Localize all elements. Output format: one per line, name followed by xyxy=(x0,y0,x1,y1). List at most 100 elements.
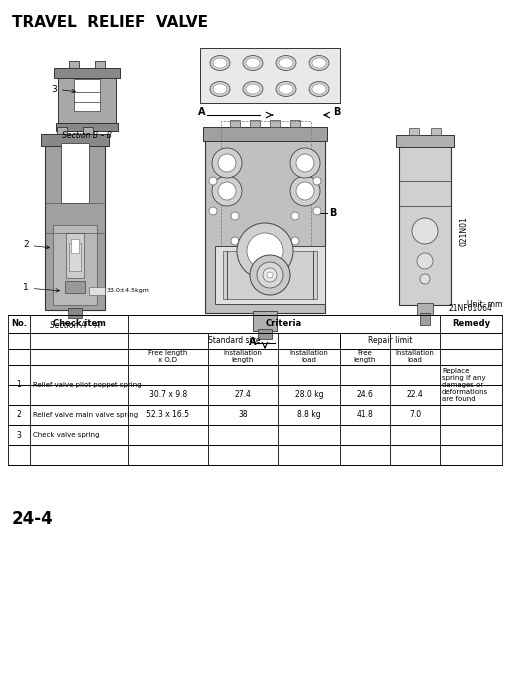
Bar xyxy=(249,120,260,127)
Circle shape xyxy=(291,212,298,220)
Text: Installation
length: Installation length xyxy=(223,350,262,363)
Text: 7.0: 7.0 xyxy=(408,410,420,419)
Ellipse shape xyxy=(210,81,230,96)
Ellipse shape xyxy=(275,55,295,70)
Ellipse shape xyxy=(275,81,295,96)
Circle shape xyxy=(231,237,239,245)
Text: 3: 3 xyxy=(51,85,75,94)
Ellipse shape xyxy=(312,84,325,94)
Text: 8.8 kg: 8.8 kg xyxy=(297,410,320,419)
Text: 30.7 x 9.8: 30.7 x 9.8 xyxy=(149,391,187,400)
Ellipse shape xyxy=(213,84,227,94)
Text: Unit: mm: Unit: mm xyxy=(466,300,501,309)
Bar xyxy=(83,127,93,134)
Bar xyxy=(215,246,324,304)
Bar xyxy=(220,121,310,266)
Circle shape xyxy=(295,182,314,200)
Text: A: A xyxy=(248,337,256,347)
Ellipse shape xyxy=(213,58,227,68)
Text: 24.6: 24.6 xyxy=(356,391,373,400)
Circle shape xyxy=(212,176,242,206)
Circle shape xyxy=(290,176,319,206)
Text: TRAVEL  RELIEF  VALVE: TRAVEL RELIEF VALVE xyxy=(12,15,208,30)
Circle shape xyxy=(313,177,320,185)
Text: Standard size: Standard size xyxy=(207,337,260,346)
Text: Installation
load: Installation load xyxy=(289,350,328,363)
Text: 1: 1 xyxy=(23,283,60,292)
Ellipse shape xyxy=(308,55,328,70)
Ellipse shape xyxy=(278,84,293,94)
Ellipse shape xyxy=(308,81,328,96)
Text: 021N01: 021N01 xyxy=(459,216,468,246)
Bar xyxy=(69,243,81,271)
Ellipse shape xyxy=(242,81,263,96)
Bar xyxy=(398,137,450,305)
Text: 1: 1 xyxy=(17,380,21,389)
Circle shape xyxy=(313,207,320,215)
Bar xyxy=(54,68,120,78)
Text: 38: 38 xyxy=(238,410,247,419)
Ellipse shape xyxy=(312,58,325,68)
Text: 2: 2 xyxy=(23,240,49,249)
Circle shape xyxy=(263,268,276,282)
Bar xyxy=(66,233,84,278)
Bar xyxy=(71,239,79,253)
Circle shape xyxy=(237,223,293,279)
Bar xyxy=(222,251,317,299)
Bar xyxy=(203,127,326,141)
Bar xyxy=(408,128,418,135)
Text: Relief valve pilot poppet spring: Relief valve pilot poppet spring xyxy=(33,382,142,388)
Text: B: B xyxy=(328,208,336,218)
Text: 33.0±4.5kgm: 33.0±4.5kgm xyxy=(107,288,150,294)
Bar xyxy=(61,143,89,203)
Text: 2: 2 xyxy=(17,410,21,419)
Circle shape xyxy=(212,148,242,178)
Text: 41.8: 41.8 xyxy=(356,410,373,419)
Bar xyxy=(200,48,340,103)
Circle shape xyxy=(419,274,429,284)
Text: 21NF01064: 21NF01064 xyxy=(447,304,491,313)
Bar xyxy=(419,313,429,325)
Ellipse shape xyxy=(210,55,230,70)
Bar xyxy=(69,61,79,68)
Bar xyxy=(258,329,271,339)
Ellipse shape xyxy=(245,58,260,68)
Text: 24-4: 24-4 xyxy=(12,510,53,528)
Text: Repair limit: Repair limit xyxy=(367,337,411,346)
Circle shape xyxy=(217,154,236,172)
Circle shape xyxy=(249,255,290,295)
Text: Replace
spring if any
damages or
deformations
are found: Replace spring if any damages or deforma… xyxy=(441,368,487,402)
Bar xyxy=(252,311,276,331)
Text: Section A – A: Section A – A xyxy=(50,321,100,330)
Text: Criteria: Criteria xyxy=(265,320,301,329)
Circle shape xyxy=(290,148,319,178)
Circle shape xyxy=(246,233,282,269)
Text: 27.4: 27.4 xyxy=(234,391,251,400)
Bar xyxy=(416,303,432,315)
Circle shape xyxy=(209,177,216,185)
Text: Free length
x O.D: Free length x O.D xyxy=(148,350,187,363)
Bar xyxy=(68,308,82,318)
Bar xyxy=(53,225,97,305)
Bar xyxy=(45,135,105,310)
Circle shape xyxy=(411,218,437,244)
Text: Free
length: Free length xyxy=(353,350,376,363)
Bar xyxy=(290,120,299,127)
Text: 3: 3 xyxy=(16,430,21,439)
Text: 22.4: 22.4 xyxy=(406,391,422,400)
Text: 28.0 kg: 28.0 kg xyxy=(294,391,323,400)
Bar xyxy=(230,120,240,127)
Text: Relief valve main valve spring: Relief valve main valve spring xyxy=(33,412,138,418)
Bar xyxy=(89,287,105,295)
Ellipse shape xyxy=(245,84,260,94)
Text: No.: No. xyxy=(11,320,27,329)
Bar xyxy=(269,120,279,127)
Bar xyxy=(205,128,324,313)
Bar xyxy=(57,127,67,134)
Circle shape xyxy=(267,272,272,278)
Circle shape xyxy=(231,212,239,220)
Bar xyxy=(41,134,109,146)
Text: Section B – B: Section B – B xyxy=(62,131,112,140)
Circle shape xyxy=(209,207,216,215)
Circle shape xyxy=(416,253,432,269)
